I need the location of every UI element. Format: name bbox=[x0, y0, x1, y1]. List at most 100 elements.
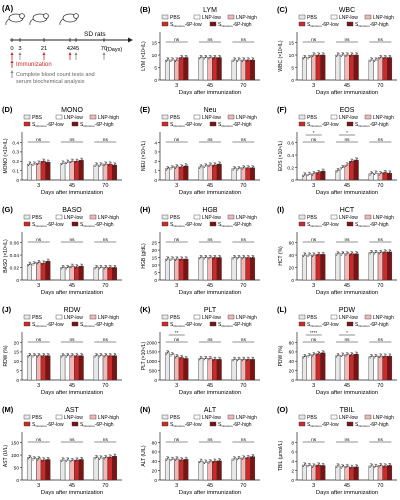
y-tick-label: 15 bbox=[14, 350, 20, 356]
y-tick-label: 20 bbox=[289, 265, 295, 271]
data-point bbox=[185, 258, 187, 260]
data-point bbox=[48, 259, 50, 261]
bar bbox=[344, 354, 350, 381]
bar bbox=[60, 459, 66, 481]
data-point bbox=[181, 165, 183, 167]
bar bbox=[315, 353, 321, 381]
data-point bbox=[250, 457, 252, 459]
bar bbox=[31, 263, 37, 281]
data-point bbox=[100, 164, 102, 166]
bar bbox=[174, 59, 180, 81]
data-point bbox=[37, 163, 39, 166]
x-tick-label: 45 bbox=[207, 383, 213, 389]
data-point bbox=[309, 55, 311, 57]
data-point bbox=[74, 162, 77, 164]
legend-label: SOmicron-6P-low bbox=[32, 122, 64, 128]
data-point bbox=[239, 357, 241, 359]
legend-label: LNP-high bbox=[236, 315, 257, 321]
data-point bbox=[234, 357, 236, 359]
data-point bbox=[185, 165, 187, 167]
data-point bbox=[351, 253, 353, 255]
data-point bbox=[205, 460, 208, 462]
bar bbox=[245, 59, 251, 81]
data-point bbox=[247, 358, 249, 360]
data-point bbox=[246, 360, 248, 362]
legend-swatch bbox=[193, 414, 201, 420]
data-point bbox=[61, 268, 63, 270]
data-point bbox=[313, 54, 315, 56]
bar bbox=[368, 252, 374, 281]
data-point bbox=[338, 168, 340, 170]
bar bbox=[231, 257, 237, 281]
data-point bbox=[247, 167, 249, 169]
legend-swatch bbox=[209, 221, 217, 227]
data-point bbox=[109, 163, 111, 165]
data-point bbox=[323, 53, 325, 55]
data-point bbox=[346, 465, 348, 467]
legend-swatch bbox=[298, 114, 306, 120]
legend-label: LNP-low bbox=[339, 115, 358, 121]
data-point bbox=[166, 352, 169, 354]
y-tick-label: 0 bbox=[16, 478, 19, 484]
legend-swatch bbox=[89, 114, 97, 120]
bar bbox=[164, 458, 170, 481]
data-point bbox=[313, 173, 315, 175]
data-point bbox=[307, 466, 309, 468]
panel-letter: (M) bbox=[2, 405, 14, 414]
data-point bbox=[352, 159, 354, 161]
data-point bbox=[341, 253, 343, 255]
data-point bbox=[72, 458, 74, 460]
data-point bbox=[376, 354, 378, 356]
data-point bbox=[345, 467, 347, 469]
data-point bbox=[378, 58, 380, 60]
bar bbox=[107, 163, 113, 181]
data-point bbox=[384, 355, 386, 357]
data-point bbox=[374, 253, 376, 255]
bar bbox=[387, 355, 393, 381]
data-point bbox=[246, 168, 248, 170]
data-point bbox=[94, 268, 96, 270]
bar bbox=[250, 257, 256, 281]
data-point bbox=[65, 460, 67, 462]
data-point bbox=[200, 166, 202, 168]
bar bbox=[373, 172, 379, 181]
legend-swatch bbox=[298, 421, 306, 427]
data-point bbox=[112, 356, 114, 358]
data-point bbox=[177, 354, 179, 356]
chart-panel-ast: (M) AST PBS LNP-low LNP-high SOmicron-6P-low S… bbox=[2, 405, 122, 496]
bar bbox=[240, 59, 246, 81]
data-point bbox=[74, 460, 77, 462]
data-point bbox=[41, 263, 43, 266]
significance-label: ns bbox=[378, 238, 384, 243]
data-point bbox=[48, 353, 50, 355]
data-point bbox=[65, 356, 67, 358]
bar bbox=[40, 459, 46, 481]
data-point bbox=[101, 265, 103, 267]
chart-panel-neu: (E) Neu PBS LNP-low LNP-high SOmicron-6P-low S… bbox=[140, 105, 260, 196]
data-point bbox=[303, 254, 306, 256]
data-point bbox=[108, 457, 110, 459]
x-tick-label: 3 bbox=[175, 483, 178, 489]
data-point bbox=[28, 456, 31, 459]
data-point bbox=[215, 459, 217, 461]
chart-panel-hgb: (H) HGB PBS LNP-low LNP-high SOmicron-6P-low S… bbox=[140, 205, 260, 296]
bar bbox=[64, 162, 70, 181]
bar bbox=[112, 164, 118, 181]
data-point bbox=[62, 162, 64, 164]
data-point bbox=[43, 261, 45, 263]
bar bbox=[74, 266, 80, 281]
y-tick-label: 2 bbox=[154, 159, 157, 165]
x-axis-label: Days after immunization bbox=[179, 190, 241, 196]
legend-label: LNP-high bbox=[98, 415, 119, 421]
data-point bbox=[247, 59, 249, 61]
bar bbox=[45, 459, 51, 481]
data-point bbox=[253, 255, 255, 257]
data-point bbox=[205, 164, 208, 166]
data-point bbox=[70, 356, 72, 358]
x-tick-label: 3 bbox=[312, 483, 315, 489]
significance-label: ns bbox=[69, 438, 75, 443]
significance-label: ns bbox=[344, 238, 350, 243]
data-point bbox=[215, 357, 217, 359]
timeline-arrows bbox=[10, 52, 106, 60]
data-point bbox=[308, 254, 310, 256]
